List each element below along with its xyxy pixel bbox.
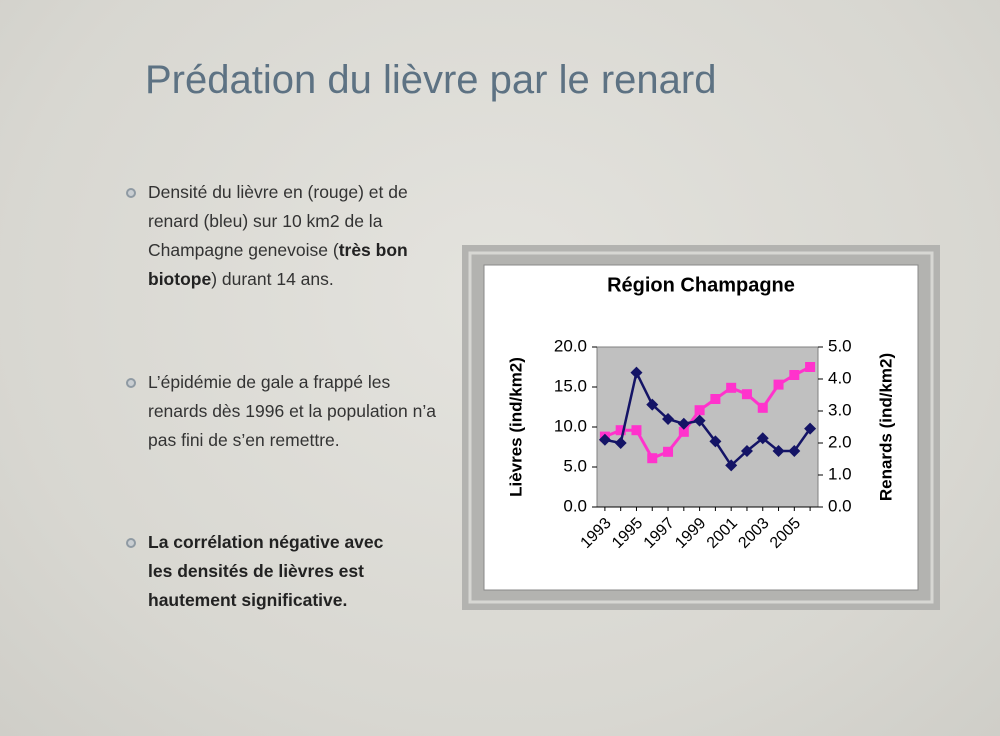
marker bbox=[772, 445, 785, 457]
bullet-text: ) durant 14 ans. bbox=[211, 269, 334, 289]
marker bbox=[647, 453, 658, 464]
y2-tick-label: 3.0 bbox=[828, 400, 852, 419]
y-tick-label: 10.0 bbox=[554, 416, 587, 435]
marker bbox=[677, 417, 690, 430]
bullet-marker bbox=[126, 538, 136, 548]
marker bbox=[741, 389, 752, 400]
y-tick-label: 20.0 bbox=[554, 336, 587, 355]
y2-tick-label: 4.0 bbox=[828, 368, 852, 387]
bullet: Densité du lièvre en (rouge) et de renar… bbox=[126, 178, 440, 294]
marker bbox=[788, 445, 801, 457]
y-tick-label: 5.0 bbox=[563, 456, 587, 475]
y2-tick-label: 0.0 bbox=[828, 496, 852, 515]
y-tick-label: 0.0 bbox=[563, 496, 587, 515]
y2-tick-label: 1.0 bbox=[828, 464, 852, 483]
marker bbox=[615, 425, 626, 436]
marker bbox=[614, 437, 627, 449]
marker bbox=[709, 435, 722, 448]
marker bbox=[804, 422, 817, 435]
marker bbox=[740, 445, 753, 457]
bullet-marker bbox=[126, 188, 136, 198]
bullet-text: L’épidémie de gale a frappé les renards … bbox=[148, 372, 436, 450]
marker bbox=[756, 432, 769, 445]
plot-area bbox=[596, 346, 819, 508]
y2-tick-label: 2.0 bbox=[828, 432, 852, 451]
marker bbox=[693, 414, 706, 427]
marker bbox=[630, 366, 643, 379]
marker bbox=[631, 425, 642, 436]
chart-title: Région Champagne bbox=[607, 274, 795, 296]
marker bbox=[757, 402, 768, 413]
marker bbox=[678, 426, 689, 437]
marker bbox=[726, 382, 737, 393]
marker bbox=[773, 379, 784, 390]
marker bbox=[663, 446, 674, 457]
chart-frame-inner bbox=[468, 251, 934, 604]
slide-title: Prédation du lièvre par le renard bbox=[145, 58, 717, 102]
bullet-marker bbox=[126, 378, 136, 388]
marker bbox=[646, 398, 659, 411]
marker bbox=[710, 394, 721, 404]
bullet: L’épidémie de gale a frappé les renards … bbox=[126, 368, 443, 455]
marker bbox=[789, 370, 800, 380]
bullet-bold: La corrélation négative avec les densité… bbox=[148, 532, 384, 610]
bullet: La corrélation négative avec les densité… bbox=[126, 528, 398, 615]
marker bbox=[662, 413, 675, 425]
y2-tick-label: 5.0 bbox=[828, 336, 852, 355]
marker bbox=[694, 405, 705, 416]
y2-axis-title: Renards (ind/km2) bbox=[876, 353, 895, 501]
y-axis-title: Lièvres (ind/km2) bbox=[506, 357, 525, 497]
bullet-text: Densité du lièvre en (rouge) et de renar… bbox=[148, 182, 408, 260]
y-tick-label: 15.0 bbox=[554, 376, 587, 395]
marker bbox=[805, 362, 816, 372]
bullet-bold: très bon biotope bbox=[148, 240, 408, 289]
marker bbox=[725, 459, 738, 472]
marker bbox=[598, 433, 611, 446]
